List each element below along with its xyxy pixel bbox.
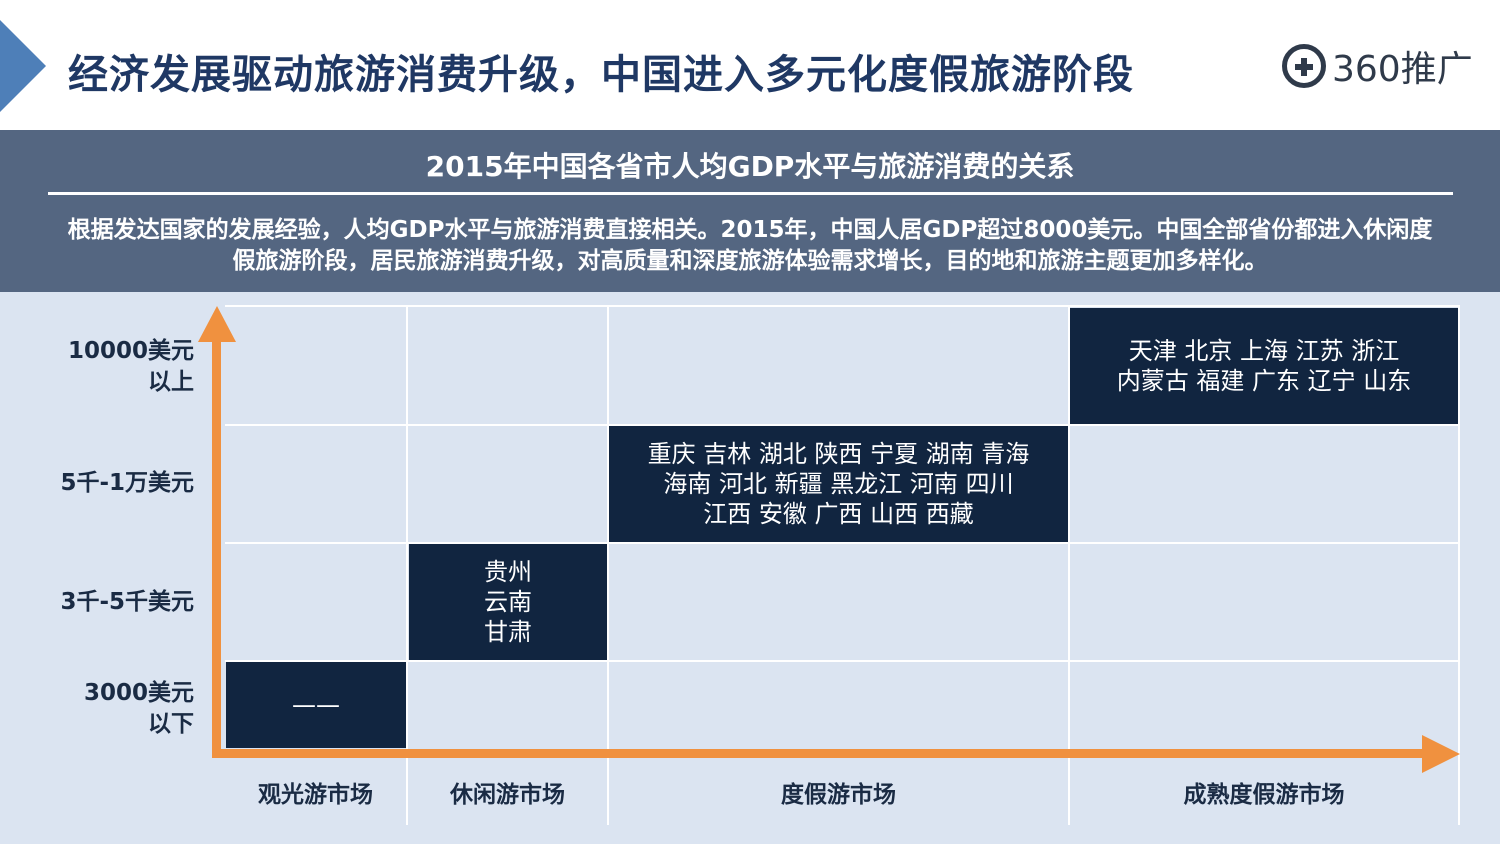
grid-line xyxy=(225,424,1460,426)
arrow-up-icon xyxy=(198,306,236,342)
cell-mature-high: 天津 北京 上海 江苏 浙江 内蒙古 福建 广东 辽宁 山东 xyxy=(1070,308,1458,424)
cell-vacation-upper: 重庆 吉林 湖北 陕西 宁夏 湖南 青海 海南 河北 新疆 黑龙江 河南 四川 … xyxy=(609,426,1068,542)
y-axis-label: 10000美元 以上 xyxy=(67,338,194,395)
y-axis-label: 5千-1万美元 xyxy=(60,470,194,496)
y-axis-label: 3000美元 以下 xyxy=(83,680,194,737)
y-axis-label: 3千-5千美元 xyxy=(60,589,194,615)
grid-line xyxy=(225,542,1460,544)
cell-sightseeing-low: —— xyxy=(226,662,406,748)
chart-title: 2015年中国各省市人均GDP水平与旅游消费的关系 xyxy=(425,150,1075,183)
chevron-right-icon xyxy=(0,20,46,112)
x-axis-label: 成熟度假游市场 xyxy=(1183,782,1345,808)
slide-header: 经济发展驱动旅游消费升级，中国进入多元化度假旅游阶段 360推广 xyxy=(0,0,1500,130)
grid-line xyxy=(225,660,1460,662)
x-axis-label: 观光游市场 xyxy=(258,782,373,808)
divider xyxy=(48,192,1453,195)
grid-line xyxy=(225,305,1460,307)
grid-line xyxy=(1068,305,1070,825)
x-axis-label: 休闲游市场 xyxy=(450,782,565,808)
grid-line xyxy=(1458,305,1460,825)
summary-band xyxy=(0,130,1500,292)
brand-logo: 360推广 xyxy=(1282,40,1473,92)
y-axis xyxy=(212,338,221,758)
cell-leisure-mid: 贵州 云南 甘肃 xyxy=(409,544,607,660)
summary-description: 根据发达国家的发展经验，人均GDP水平与旅游消费直接相关。2015年，中国人居G… xyxy=(67,217,1433,274)
grid-line xyxy=(406,305,408,825)
page-title: 经济发展驱动旅游消费升级，中国进入多元化度假旅游阶段 xyxy=(68,52,1134,98)
grid-line xyxy=(607,305,609,825)
plus-in-circle-icon xyxy=(1282,44,1326,88)
x-axis xyxy=(212,749,1427,758)
logo-text: 360推广 xyxy=(1332,49,1473,90)
arrow-right-icon xyxy=(1422,735,1460,773)
x-axis-label: 度假游市场 xyxy=(781,782,896,808)
